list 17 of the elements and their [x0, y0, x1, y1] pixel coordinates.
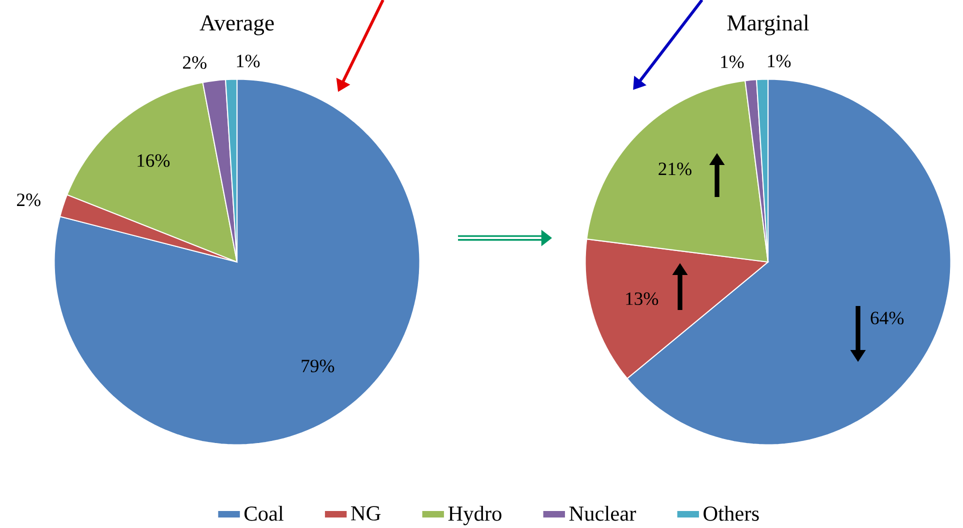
data-label: 1% — [768, 54, 791, 68]
data-label: 1% — [721, 56, 744, 68]
legend-label: Coal — [244, 506, 284, 521]
data-label: 2% — [17, 194, 40, 206]
chart-title: Marginal — [727, 14, 809, 36]
data-label: 21% — [658, 162, 692, 176]
legend-label: Hydro — [448, 506, 502, 526]
chart-title: Average — [200, 15, 274, 36]
data-label: 1% — [237, 54, 260, 68]
data-label: 2% — [183, 56, 206, 69]
data-label: 79% — [302, 360, 334, 372]
data-label: 16% — [138, 154, 170, 167]
legend-label: Nuclear — [569, 506, 636, 521]
legend-label: NG — [350, 506, 381, 520]
data-label: 64% — [870, 312, 904, 324]
legend-label: Others — [704, 506, 759, 521]
data-label: 13% — [626, 292, 658, 306]
